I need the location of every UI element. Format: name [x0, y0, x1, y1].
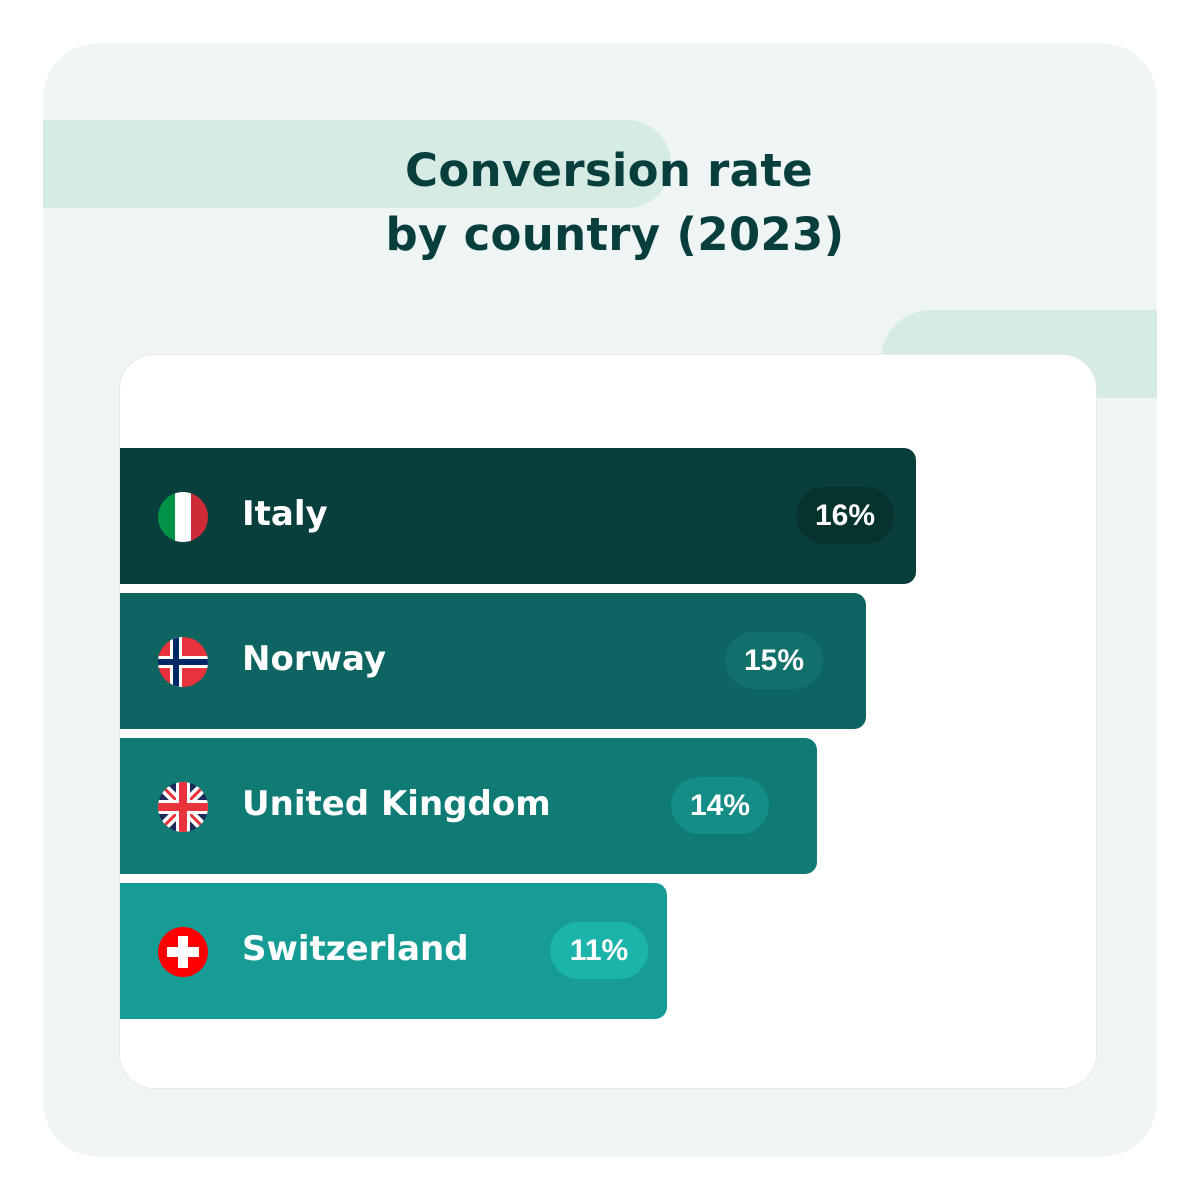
chart-title: Conversion rate by country (2023): [43, 139, 1157, 267]
norway-flag-icon: [158, 637, 208, 687]
value-badge: 14%: [671, 777, 769, 834]
chart-title-line-1: Conversion rate: [405, 144, 813, 197]
chart-title-line-2: by country (2023): [385, 208, 845, 261]
value-badge: 11%: [550, 922, 648, 979]
decorative-band-top: [43, 120, 671, 208]
bar-label: Norway: [242, 639, 387, 679]
chart-card: Conversion rate by country (2023) Italy …: [43, 43, 1157, 1157]
bar-label: Italy: [242, 494, 328, 534]
italy-flag-icon: [158, 492, 208, 542]
bar-united-kingdom: United Kingdom 14%: [120, 738, 817, 874]
bar-label: Switzerland: [242, 929, 469, 969]
bar-label: United Kingdom: [242, 784, 551, 824]
switzerland-flag-icon: [158, 927, 208, 977]
bar-switzerland: Switzerland 11%: [120, 883, 667, 1019]
bar-norway: Norway 15%: [120, 593, 866, 729]
bar-italy: Italy 16%: [120, 448, 916, 584]
value-badge: 16%: [796, 487, 894, 544]
value-badge: 15%: [725, 632, 823, 689]
uk-flag-icon: [158, 782, 208, 832]
